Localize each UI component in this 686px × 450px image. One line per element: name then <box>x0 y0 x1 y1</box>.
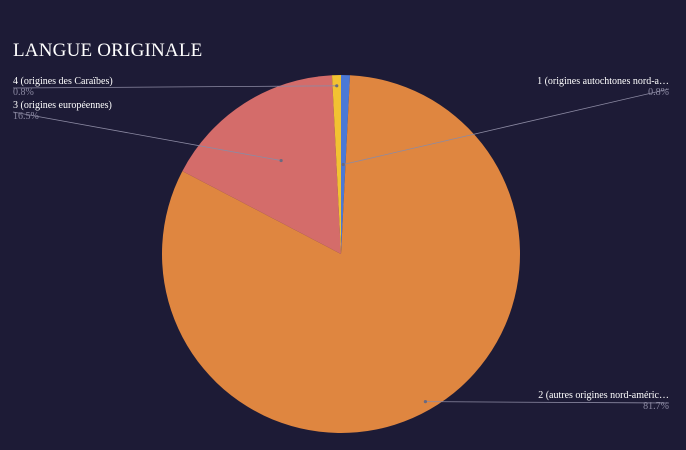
leader-line-2 <box>425 401 670 404</box>
slice-4-percent: 0.8% <box>13 87 34 98</box>
slice-1-percent: 0.8% <box>648 87 669 98</box>
pie-slice-3 <box>182 75 341 254</box>
leader-dot-2 <box>423 400 428 404</box>
slice-4-name: 4 (origines des Caraïbes) <box>13 76 113 87</box>
leader-dot-4 <box>335 84 339 88</box>
slice-2-percent: 81.7% <box>643 401 669 412</box>
slice-label-1: 1 (origines autochtones nord-a… 0.8% <box>537 76 669 98</box>
leader-line-4 <box>12 85 337 89</box>
leader-dot-3 <box>279 158 283 163</box>
slice-label-3: 3 (origines européennes) 16.5% <box>13 100 112 122</box>
slice-label-2: 2 (autres origines nord-améric… 81.7% <box>538 390 669 412</box>
leader-line-3 <box>12 111 282 161</box>
slice-label-4: 4 (origines des Caraïbes) 0.8% <box>13 76 113 98</box>
slice-2-name: 2 (autres origines nord-améric… <box>538 390 669 401</box>
pie-slice-2 <box>161 75 520 433</box>
slice-3-name: 3 (origines européennes) <box>13 100 112 111</box>
slice-1-name: 1 (origines autochtones nord-a… <box>537 76 669 87</box>
pie-slice-4 <box>331 75 341 254</box>
slice-3-percent: 16.5% <box>13 111 39 122</box>
pie-slice-1 <box>341 75 351 254</box>
leader-dot-1 <box>341 162 345 167</box>
leader-line-1 <box>343 88 670 165</box>
chart-title: LANGUE ORIGINALE <box>13 40 203 61</box>
